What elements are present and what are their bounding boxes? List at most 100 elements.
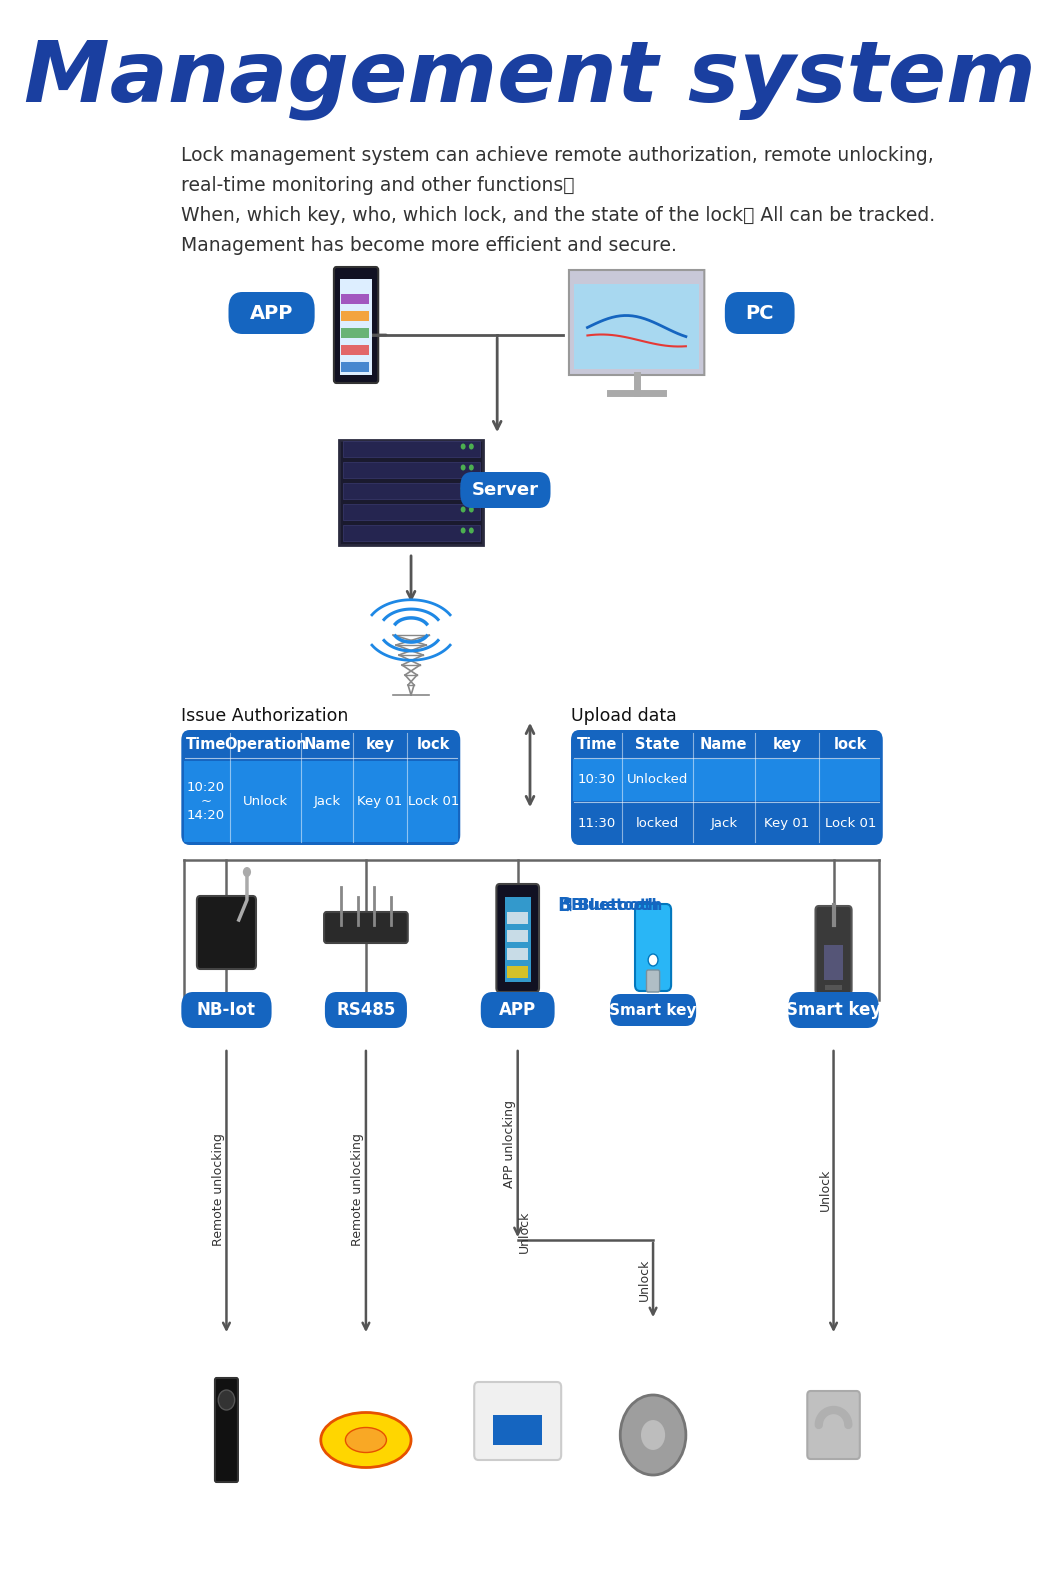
Text: Bluetooth: Bluetooth <box>570 898 659 912</box>
Text: 11:30: 11:30 <box>578 817 616 830</box>
Bar <box>342 525 479 541</box>
Text: When, which key, who, which lock, and the state of the lock， All can be tracked.: When, which key, who, which lock, and th… <box>181 205 936 224</box>
Bar <box>573 803 880 843</box>
Bar <box>342 483 479 499</box>
Text: Time: Time <box>186 737 226 751</box>
Ellipse shape <box>321 1412 411 1468</box>
Text: Upload data: Upload data <box>571 707 676 724</box>
FancyBboxPatch shape <box>815 906 851 994</box>
Text: Lock 01: Lock 01 <box>825 817 877 830</box>
Text: Smart key: Smart key <box>785 1000 881 1019</box>
Bar <box>507 929 528 942</box>
Text: Name: Name <box>303 737 351 751</box>
Circle shape <box>648 955 658 966</box>
Text: Unlock: Unlock <box>638 1259 651 1302</box>
Text: 10:20
~
14:20: 10:20 ~ 14:20 <box>187 781 225 822</box>
Text: APP: APP <box>250 303 294 322</box>
Bar <box>573 284 700 369</box>
FancyBboxPatch shape <box>725 292 795 335</box>
FancyBboxPatch shape <box>481 993 554 1027</box>
FancyBboxPatch shape <box>496 884 540 993</box>
Circle shape <box>469 486 474 491</box>
Text: Unlock: Unlock <box>818 1169 832 1212</box>
Text: Management system: Management system <box>24 36 1036 120</box>
FancyBboxPatch shape <box>789 993 879 1027</box>
Bar <box>339 279 372 376</box>
Text: Key 01: Key 01 <box>764 817 810 830</box>
Bar <box>341 361 369 372</box>
FancyBboxPatch shape <box>325 993 407 1027</box>
Text: ¶ Bluetooth: ¶ Bluetooth <box>563 898 662 912</box>
Text: Unlock: Unlock <box>517 1210 531 1253</box>
Bar <box>341 346 369 355</box>
Text: Remote unlocking: Remote unlocking <box>351 1133 365 1247</box>
Circle shape <box>218 1390 234 1411</box>
Bar <box>493 1415 543 1445</box>
Text: real-time monitoring and other functions。: real-time monitoring and other functions… <box>181 175 575 194</box>
FancyBboxPatch shape <box>635 904 671 991</box>
Bar <box>342 462 479 478</box>
Bar <box>341 294 369 305</box>
Text: Jack: Jack <box>710 817 738 830</box>
Text: PC: PC <box>745 303 774 322</box>
FancyBboxPatch shape <box>197 896 255 969</box>
Text: Key 01: Key 01 <box>357 795 403 808</box>
Text: APP unlocking: APP unlocking <box>504 1100 516 1188</box>
Circle shape <box>461 507 465 513</box>
Circle shape <box>243 866 251 877</box>
Bar <box>824 945 844 980</box>
Text: Time: Time <box>577 737 617 751</box>
Text: NB-Iot: NB-Iot <box>197 1000 255 1019</box>
FancyBboxPatch shape <box>334 267 378 383</box>
FancyBboxPatch shape <box>181 993 271 1027</box>
Text: key: key <box>366 737 394 751</box>
Text: Lock management system can achieve remote authorization, remote unlocking,: Lock management system can achieve remot… <box>181 145 934 164</box>
Text: Remote unlocking: Remote unlocking <box>212 1133 225 1247</box>
Text: lock: lock <box>834 737 867 751</box>
FancyBboxPatch shape <box>474 1382 561 1460</box>
Text: key: key <box>773 737 801 751</box>
Circle shape <box>469 443 474 450</box>
Text: lock: lock <box>417 737 450 751</box>
Text: Unlocked: Unlocked <box>626 773 688 786</box>
Circle shape <box>469 507 474 513</box>
Text: APP: APP <box>499 1000 536 1019</box>
FancyBboxPatch shape <box>229 292 315 335</box>
Text: B: B <box>558 895 571 915</box>
Bar <box>342 440 479 458</box>
Bar <box>826 985 842 989</box>
Text: Lock 01: Lock 01 <box>408 795 459 808</box>
Text: Name: Name <box>700 737 747 751</box>
FancyBboxPatch shape <box>610 994 696 1026</box>
Text: Smart key: Smart key <box>610 1002 696 1018</box>
Circle shape <box>461 527 465 533</box>
Circle shape <box>620 1395 686 1475</box>
Text: Jack: Jack <box>314 795 340 808</box>
Text: locked: locked <box>636 817 679 830</box>
Text: Server: Server <box>472 481 538 499</box>
Bar <box>826 993 842 997</box>
Text: State: State <box>635 737 679 751</box>
Text: Issue Authorization: Issue Authorization <box>181 707 349 724</box>
Bar <box>507 966 528 978</box>
Ellipse shape <box>346 1428 387 1452</box>
Bar <box>342 503 479 521</box>
Bar <box>505 896 531 982</box>
Text: 10:30: 10:30 <box>578 773 616 786</box>
FancyBboxPatch shape <box>569 270 704 376</box>
Text: RS485: RS485 <box>336 1000 395 1019</box>
FancyBboxPatch shape <box>339 440 482 544</box>
Bar <box>573 759 880 800</box>
FancyBboxPatch shape <box>571 731 883 844</box>
FancyBboxPatch shape <box>181 731 460 844</box>
Bar <box>341 311 369 320</box>
Circle shape <box>461 443 465 450</box>
Text: Unlock: Unlock <box>243 795 288 808</box>
Text: Operation: Operation <box>225 737 307 751</box>
FancyBboxPatch shape <box>460 472 550 508</box>
Bar <box>341 328 369 338</box>
FancyBboxPatch shape <box>215 1378 237 1482</box>
Text: Management has become more efficient and secure.: Management has become more efficient and… <box>181 235 677 254</box>
FancyBboxPatch shape <box>324 912 408 944</box>
FancyBboxPatch shape <box>808 1390 860 1460</box>
